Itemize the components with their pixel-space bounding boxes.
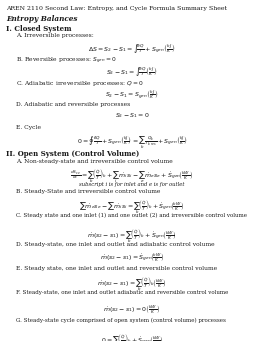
Text: $S_2 - S_1 = 0$: $S_2 - S_1 = 0$ xyxy=(115,111,149,120)
Text: F. Steady-state, one inlet and outlet adiabatic and reversible control volume: F. Steady-state, one inlet and outlet ad… xyxy=(16,290,228,295)
Text: $\dot{m}(s_2 - s_1) = \sum_k\!\left(\frac{\dot{Q}}{T}\right)_k + \dot{S}_{gen}\!: $\dot{m}(s_2 - s_1) = \sum_k\!\left(\fra… xyxy=(87,227,177,245)
Text: C. Steady state and one inlet (1) and one outlet (2) and irreversible control vo: C. Steady state and one inlet (1) and on… xyxy=(16,213,247,218)
Text: $\dot{m}(s_2 - s_1) = \dot{S}_{gen}\!\left(\frac{kW}{K}\right)$: $\dot{m}(s_2 - s_1) = \dot{S}_{gen}\!\le… xyxy=(100,251,164,263)
Text: $\sum\dot{m}_e s_e - \sum\dot{m}_i s_i = \sum_k\!\left(\frac{\dot{Q}}{T}\right)_: $\sum\dot{m}_e s_e - \sum\dot{m}_i s_i =… xyxy=(79,198,185,216)
Text: D. Steady-state, one inlet and outlet and adiabatic control volume: D. Steady-state, one inlet and outlet an… xyxy=(16,242,214,247)
Text: $S_2 - S_1 = S_{gen}\left(\frac{kJ}{K}\right)$: $S_2 - S_1 = S_{gen}\left(\frac{kJ}{K}\r… xyxy=(105,88,159,101)
Text: $S_2 - S_1 = \int\!\frac{\delta Q}{T}\left(\frac{kJ}{K}\right)$: $S_2 - S_1 = \int\!\frac{\delta Q}{T}\le… xyxy=(106,65,158,78)
Text: G. Steady-state cycle comprised of open system (control volume) processes: G. Steady-state cycle comprised of open … xyxy=(16,318,226,323)
Text: B. Steady-State and irreversible control volume: B. Steady-State and irreversible control… xyxy=(16,189,160,194)
Text: II. Open System (Control Volume): II. Open System (Control Volume) xyxy=(6,150,139,158)
Text: B. Reversible processes: $S_{gen} = 0$: B. Reversible processes: $S_{gen} = 0$ xyxy=(16,56,117,66)
Text: A. Non-steady-state and irreversible control volume: A. Non-steady-state and irreversible con… xyxy=(16,159,173,164)
Text: $\frac{dS_{cv}}{dt} = \sum_k\!\left(\frac{\dot{Q}}{T}\right)_k + \sum_i\dot{m}_i: $\frac{dS_{cv}}{dt} = \sum_k\!\left(\fra… xyxy=(70,167,194,186)
Text: Entropy Balances: Entropy Balances xyxy=(6,15,77,23)
Text: I. Closed System: I. Closed System xyxy=(6,25,71,32)
Text: D. Adiabatic and reversible processes: D. Adiabatic and reversible processes xyxy=(16,102,130,107)
Text: A. Irreversible processes:: A. Irreversible processes: xyxy=(16,33,94,38)
Text: AREN 2110 Second Law: Entropy, and Cycle Formula Summary Sheet: AREN 2110 Second Law: Entropy, and Cycle… xyxy=(6,6,227,11)
Text: $\Delta S = S_2 - S_1 = \int\!\frac{\delta Q}{T} + S_{gen}\left(\frac{kJ}{K}\rig: $\Delta S = S_2 - S_1 = \int\!\frac{\del… xyxy=(88,42,176,55)
Text: E. Steady state, one inlet and outlet and reversible control volume: E. Steady state, one inlet and outlet an… xyxy=(16,266,217,271)
Text: $0 = \oint\frac{\delta Q}{T} + S_{gen}\left(\frac{kJ}{K}\right) = \sum_k\frac{Q_: $0 = \oint\frac{\delta Q}{T} + S_{gen}\l… xyxy=(77,134,187,151)
Text: $\dot{m}(s_2 - s_1) = \sum_k\!\left(\frac{\dot{Q}}{T}\right)_k\!\left(\frac{kW}{: $\dot{m}(s_2 - s_1) = \sum_k\!\left(\fra… xyxy=(97,275,167,293)
Text: subscript i is for inlet and e is for outlet: subscript i is for inlet and e is for ou… xyxy=(79,182,185,188)
Text: $0 = \sum_k\!\left(\frac{\dot{Q}}{T}\right)_k + \dot{S}_{gen}\!\left(\frac{kW}{K: $0 = \sum_k\!\left(\frac{\dot{Q}}{T}\rig… xyxy=(101,332,163,341)
Text: $\dot{m}(s_2 - s_1) = 0\left(\frac{kW}{K}\right)$: $\dot{m}(s_2 - s_1) = 0\left(\frac{kW}{K… xyxy=(103,303,161,315)
Text: C. Adiabatic irreversible processes: $Q = 0$: C. Adiabatic irreversible processes: $Q … xyxy=(16,79,144,88)
Text: E. Cycle: E. Cycle xyxy=(16,125,41,131)
